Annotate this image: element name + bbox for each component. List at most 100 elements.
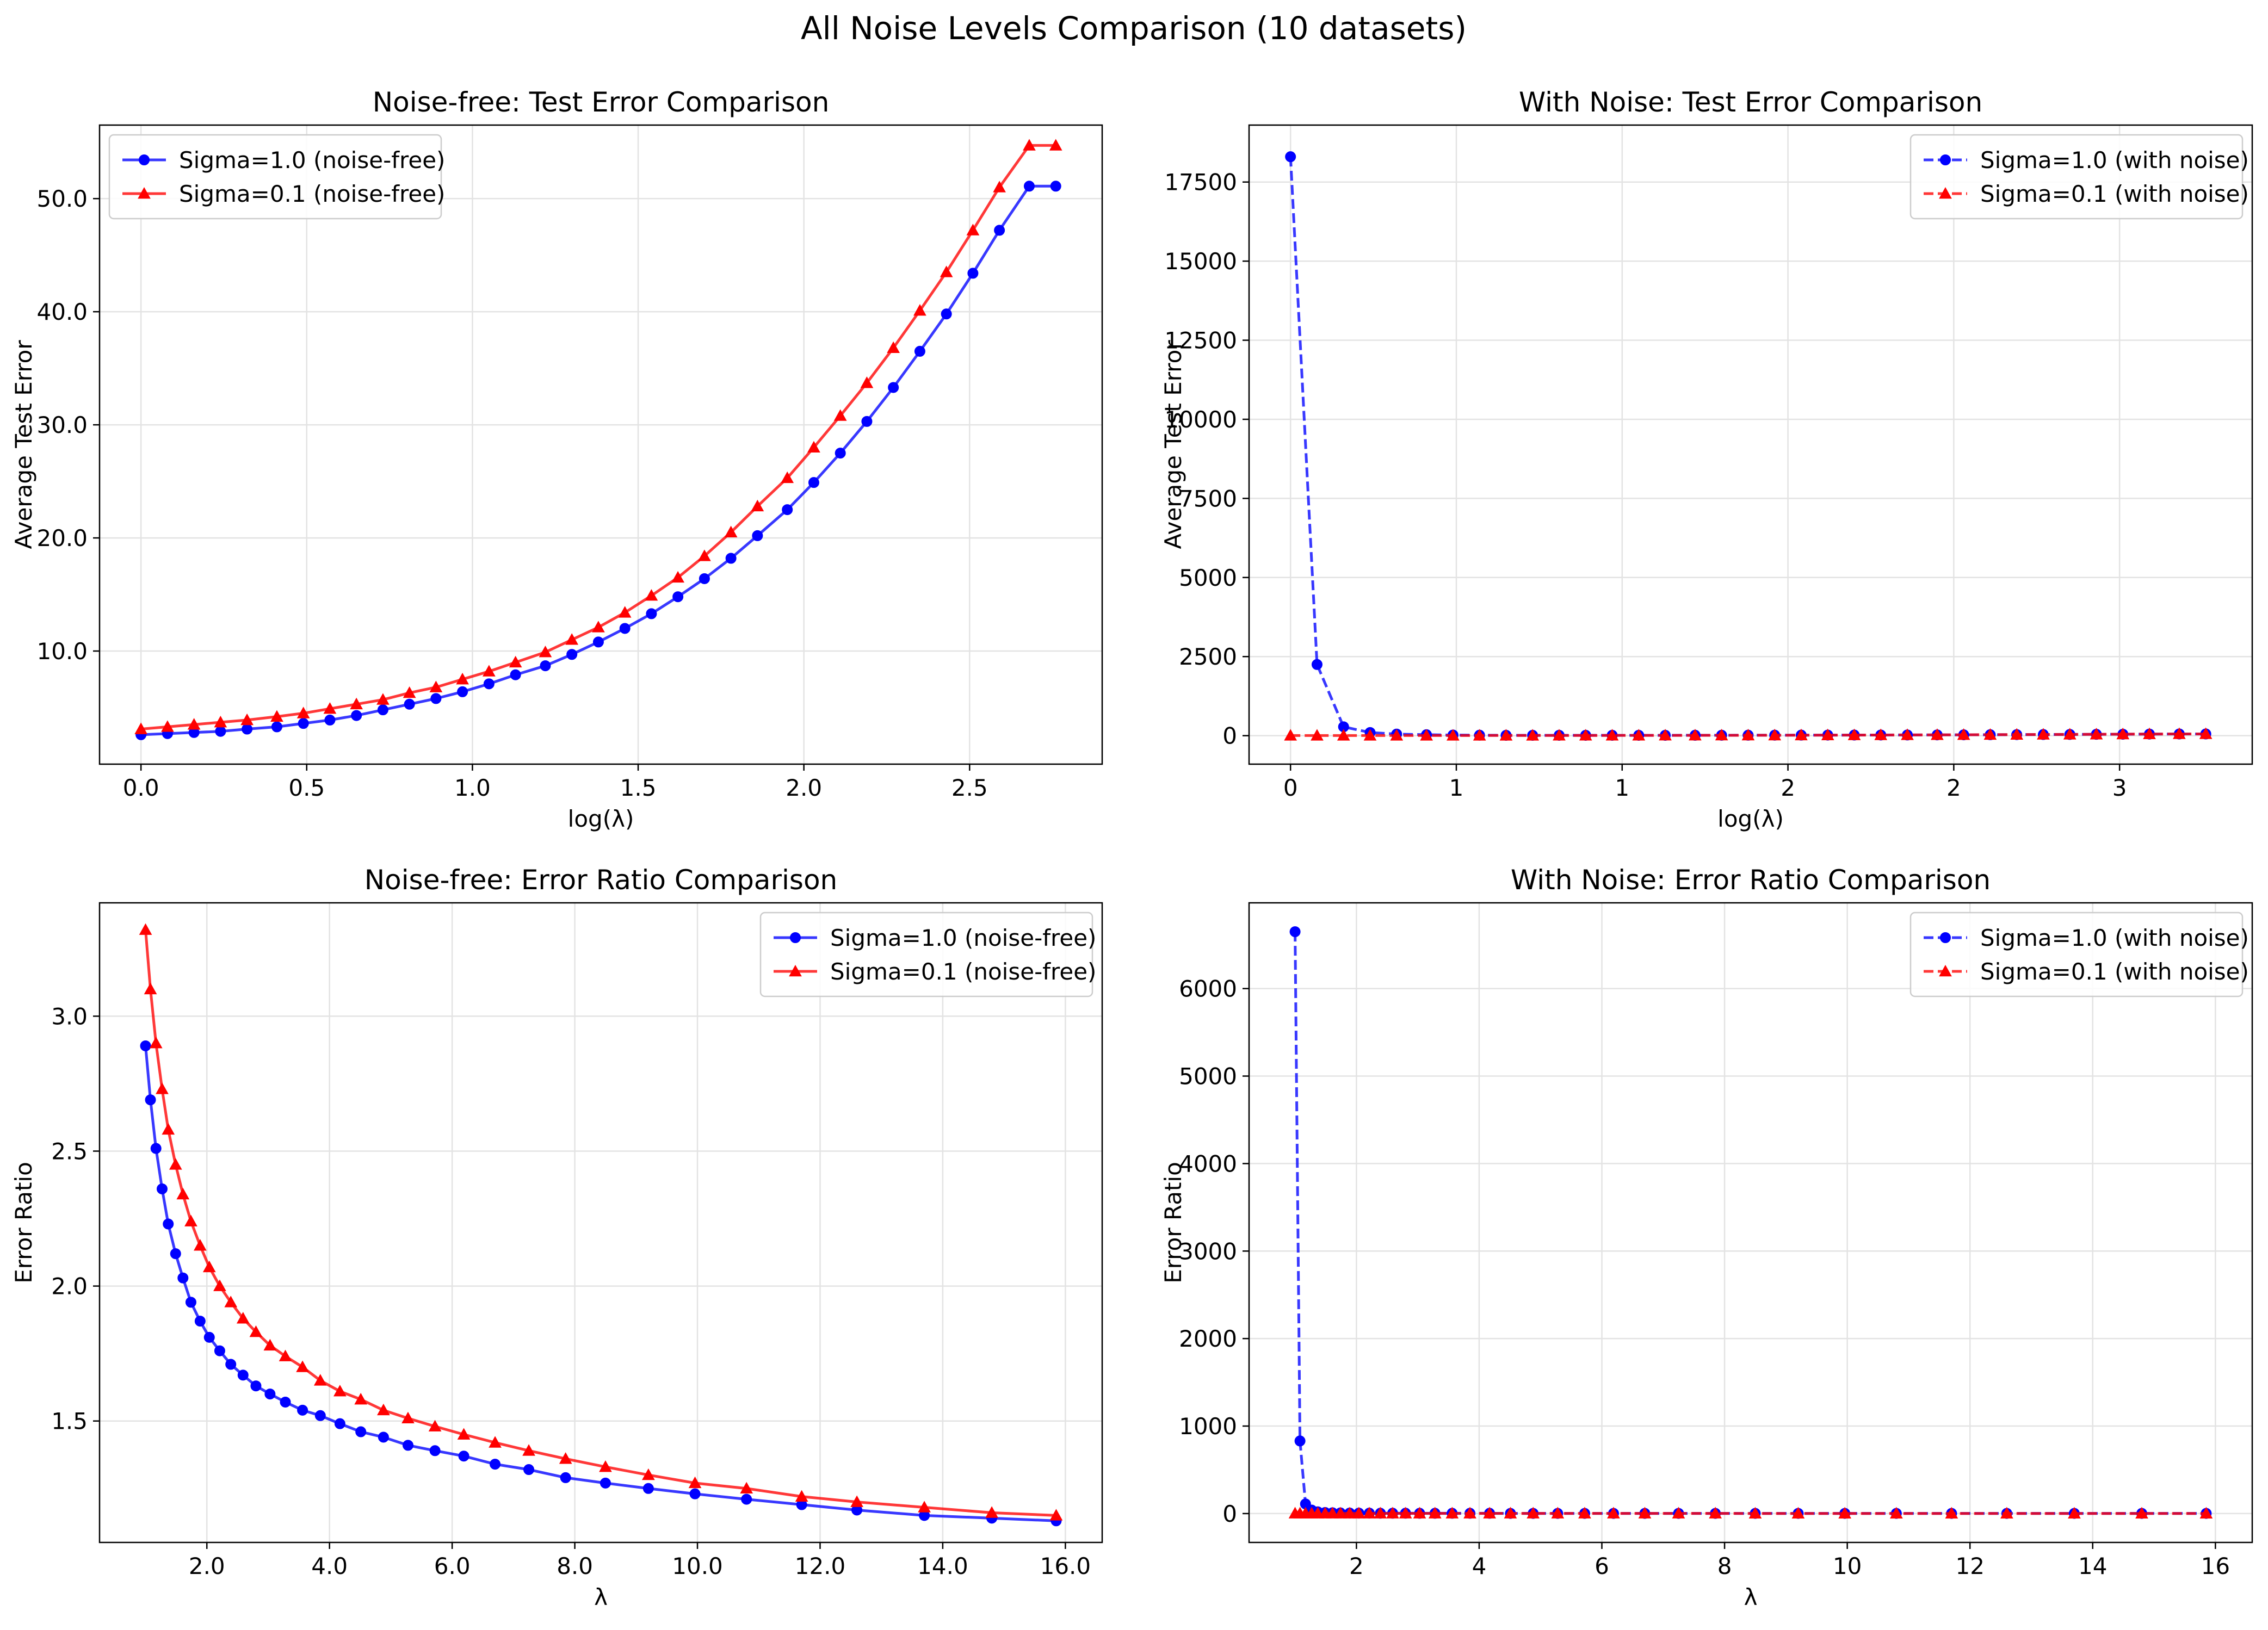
data-point (808, 477, 819, 488)
chart-panel-3: 2.0 4.0 6.0 8.0 10.0 12.0 14.0 16.0 1.5 2.0 2.5 3.0… (10, 864, 1103, 1610)
series-line (144, 929, 1056, 1517)
data-point (741, 1493, 752, 1505)
data-point (592, 621, 605, 633)
data-point (313, 1374, 327, 1386)
data-point (203, 1331, 215, 1343)
series-2 (1288, 1507, 2213, 1519)
data-point (913, 304, 926, 316)
plot-frame (1248, 124, 2253, 765)
data-point (185, 1297, 196, 1308)
data-point (489, 1436, 502, 1448)
data-point (860, 376, 874, 388)
data-point (1023, 181, 1035, 192)
data-point (1605, 729, 1619, 741)
x-tick-label: 1 (1449, 774, 1464, 801)
data-point (795, 1490, 808, 1502)
legend: Sigma=1.0 (with noise) Sigma=0.1 (with no… (1909, 134, 2249, 220)
y-tick-label: 6000 (1179, 976, 1237, 1002)
grid (100, 903, 1102, 1542)
data-point (215, 726, 226, 737)
data-point (184, 1214, 197, 1226)
data-point (457, 686, 468, 697)
data-point (296, 1360, 309, 1372)
data-point (1838, 1507, 1851, 1519)
data-point (600, 1477, 611, 1489)
data-point (645, 589, 658, 601)
data-point (689, 1488, 701, 1499)
data-point (378, 1431, 389, 1443)
data-point (1821, 728, 1834, 740)
y-axis-label: Average Test Error (10, 340, 37, 549)
series-1 (140, 1040, 1062, 1527)
legend: Sigma=1.0 (with noise) Sigma=0.1 (with no… (1909, 912, 2249, 997)
legend-label: Sigma=1.0 (noise-free) (830, 925, 1096, 951)
data-point (2090, 728, 2103, 740)
data-point (539, 646, 552, 658)
data-point (1420, 729, 1433, 741)
y-tick-label: 0 (1222, 723, 1237, 749)
legend-marker (139, 154, 150, 165)
legend-label: Sigma=0.1 (noise-free) (179, 181, 445, 207)
y-tick-label: 17500 (1164, 169, 1237, 196)
data-point (1049, 139, 1062, 151)
data-point (1352, 1507, 1365, 1519)
data-point (1945, 1507, 1958, 1519)
data-point (377, 1403, 390, 1416)
data-point (298, 718, 309, 729)
data-point (162, 1123, 175, 1135)
y-tick-label: 10000 (1164, 406, 1237, 433)
data-point (1579, 729, 1592, 741)
data-point (510, 669, 521, 680)
data-point (565, 633, 579, 645)
data-point (2199, 727, 2213, 739)
data-point (1715, 728, 1728, 741)
data-point (214, 1345, 225, 1356)
data-point (161, 720, 174, 732)
x-tick-label: 1.0 (454, 774, 491, 801)
y-tick-label: 2.5 (51, 1138, 88, 1165)
data-point (1527, 1507, 1540, 1519)
x-tick-label: 1 (1615, 774, 1629, 801)
data-point (430, 693, 442, 704)
charts-area: 0.0 0.5 1.0 1.5 2.0 2.5 10.0 20.0 30.0 40.0 50.0 No… (10, 86, 2253, 1610)
chart-panel-1: 0.0 0.5 1.0 1.5 2.0 2.5 10.0 20.0 30.0 40.0 50.0 No… (10, 86, 1103, 832)
data-point (324, 714, 336, 726)
data-point (523, 1464, 535, 1476)
data-point (156, 1183, 168, 1194)
y-axis-label: Average Test Error (1160, 340, 1186, 549)
data-point (1363, 1507, 1376, 1519)
data-point (144, 982, 157, 995)
data-point (993, 181, 1006, 193)
data-point (850, 1495, 863, 1507)
legend-box (1909, 912, 2244, 997)
data-point (618, 606, 632, 618)
data-point (522, 1444, 535, 1456)
legend-marker (1939, 187, 1952, 199)
data-point (1023, 139, 1036, 151)
y-tick-label: 1.5 (51, 1408, 88, 1435)
data-point (918, 1501, 931, 1513)
x-axis-label: λ (1744, 1584, 1758, 1610)
x-tick-label: 14 (2078, 1553, 2107, 1579)
y-tick-label: 2500 (1179, 643, 1237, 670)
data-point (1709, 1507, 1722, 1519)
y-tick-label: 3000 (1179, 1238, 1237, 1265)
data-point (1284, 729, 1297, 741)
x-tick-label: 3 (2112, 774, 2127, 801)
y-tick-label: 2.0 (51, 1273, 88, 1300)
data-point (149, 1036, 163, 1049)
data-point (1659, 729, 1672, 741)
data-point (1768, 728, 1782, 741)
data-point (156, 1082, 169, 1094)
chart-title: With Noise: Error Ratio Comparison (1511, 864, 1991, 896)
series-2 (1284, 727, 2213, 741)
data-point (966, 224, 980, 235)
data-point (1874, 728, 1888, 740)
legend-label: Sigma=1.0 (with noise) (1980, 925, 2249, 951)
y-tick-label: 20.0 (36, 525, 88, 551)
legend-label: Sigma=1.0 (noise-free) (179, 147, 445, 173)
ticks: 2 4 6 8 10 12 14 16 0 1000 2000 3000 4000 5000 6000 (1179, 976, 2230, 1579)
x-tick-label: 10.0 (672, 1553, 723, 1579)
data-point (1334, 1507, 1347, 1519)
data-point (140, 1040, 151, 1051)
